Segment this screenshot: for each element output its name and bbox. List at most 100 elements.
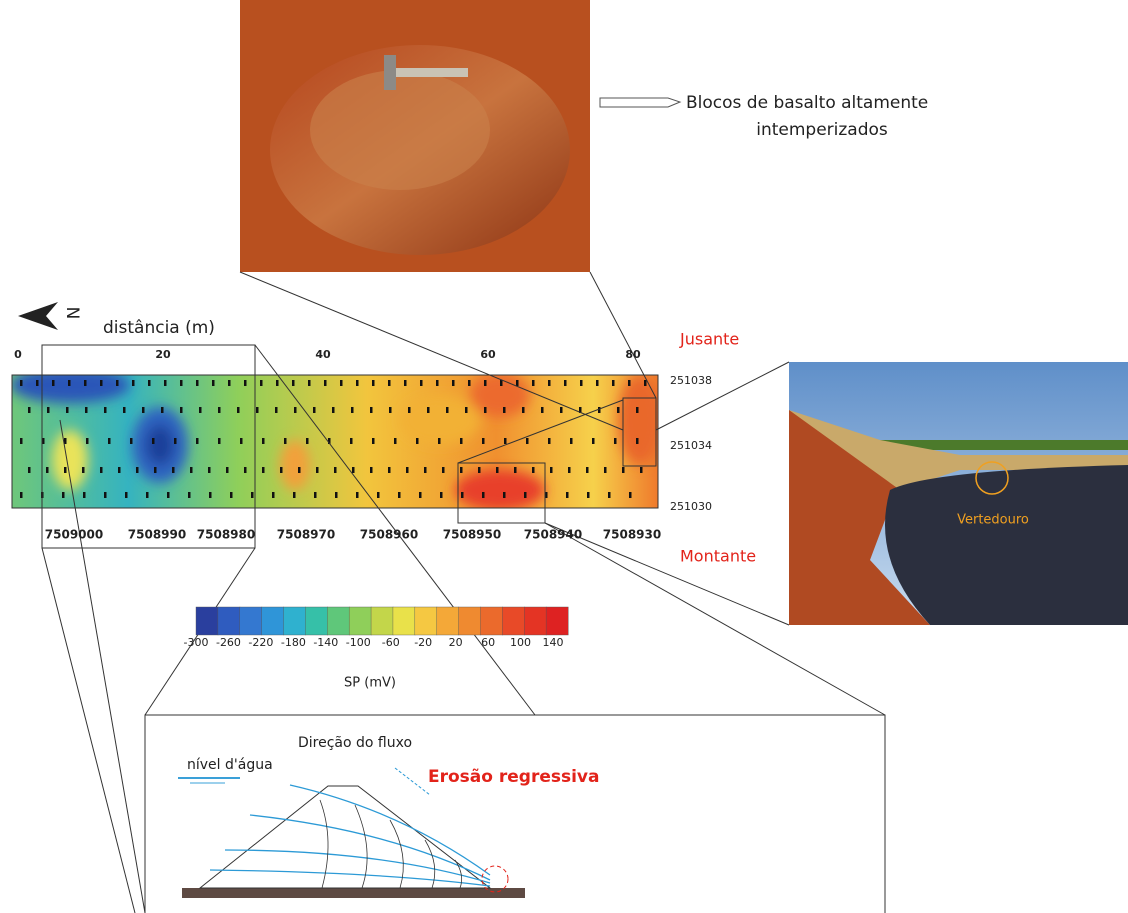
easting-tick: 7508990 <box>128 528 186 542</box>
sample-point <box>516 380 519 386</box>
sample-point <box>496 467 499 473</box>
sample-point <box>579 407 582 413</box>
sample-point <box>332 407 335 413</box>
sample-point <box>406 467 409 473</box>
sample-point <box>298 467 301 473</box>
map-frame <box>11 374 659 509</box>
north-arrow <box>18 302 58 330</box>
caption: intemperizados <box>756 120 888 140</box>
sample-point <box>629 492 632 498</box>
sample-point <box>86 438 89 444</box>
colorbar-tick: 100 <box>510 636 531 649</box>
sample-point <box>313 407 316 413</box>
sample-point <box>389 407 392 413</box>
sample-point <box>408 407 411 413</box>
sample-point <box>260 380 263 386</box>
sample-point <box>460 467 463 473</box>
sample-point <box>104 407 107 413</box>
water-level: nível d'água <box>187 757 273 773</box>
colorbar: -300 -260 -220 -180 -140 -100 -60 -20 20 60 100 140 <box>184 606 569 649</box>
colorbar-tick: -300 <box>184 636 209 649</box>
sample-point <box>398 492 401 498</box>
sample-point <box>64 438 67 444</box>
sample-point <box>28 407 31 413</box>
sample-point <box>566 492 569 498</box>
sample-point <box>622 467 625 473</box>
sample-point <box>438 438 441 444</box>
sample-point <box>306 438 309 444</box>
sample-point <box>251 492 254 498</box>
colorbar-segment <box>545 606 569 636</box>
sample-point <box>130 438 133 444</box>
sample-point <box>482 438 485 444</box>
sample-point <box>568 467 571 473</box>
sample-point <box>148 380 151 386</box>
colorbar-segment <box>458 606 481 636</box>
sample-point <box>47 407 50 413</box>
sample-point <box>172 467 175 473</box>
sample-point <box>419 492 422 498</box>
colorbar-tick: -140 <box>313 636 338 649</box>
sample-point <box>636 438 639 444</box>
sample-point <box>240 438 243 444</box>
sample-point <box>118 467 121 473</box>
distance-tick: 40 <box>315 348 331 361</box>
rock-photo <box>240 0 590 272</box>
sample-point <box>46 467 49 473</box>
sample-point <box>66 407 69 413</box>
sample-point <box>532 467 535 473</box>
sample-point <box>218 407 221 413</box>
sample-point <box>244 380 247 386</box>
sample-point <box>83 492 86 498</box>
sample-point <box>587 492 590 498</box>
sample-point <box>628 380 631 386</box>
sample-point <box>116 380 119 386</box>
sample-point <box>100 380 103 386</box>
sample-point <box>328 438 331 444</box>
sample-point <box>484 407 487 413</box>
sample-point <box>461 492 464 498</box>
sample-point <box>196 380 199 386</box>
colorbar-tick: -20 <box>414 636 432 649</box>
sample-point <box>614 438 617 444</box>
caption: Blocos de basalto altamente <box>686 93 928 113</box>
colorbar-tick: -60 <box>382 636 400 649</box>
sample-point <box>146 492 149 498</box>
sample-point <box>256 407 259 413</box>
colorbar-tick: -260 <box>216 636 241 649</box>
contour-map <box>12 375 658 508</box>
sample-point <box>356 380 359 386</box>
sample-point <box>20 492 23 498</box>
sample-point <box>212 380 215 386</box>
sample-point <box>465 407 468 413</box>
sample-point <box>440 492 443 498</box>
sample-point <box>351 407 354 413</box>
sample-point <box>82 467 85 473</box>
sample-point <box>416 438 419 444</box>
sample-point <box>596 380 599 386</box>
sample-point <box>123 407 126 413</box>
sample-point <box>452 380 455 386</box>
sample-point <box>154 467 157 473</box>
sample-point <box>84 380 87 386</box>
colorbar-segment <box>195 606 219 636</box>
arrow <box>599 97 682 108</box>
sample-point <box>612 380 615 386</box>
sample-point <box>503 407 506 413</box>
sample-point <box>580 380 583 386</box>
upstream-label: Montante <box>680 547 756 566</box>
colorbar-tick: 140 <box>543 636 564 649</box>
sample-point <box>272 492 275 498</box>
sample-point <box>132 380 135 386</box>
inset-frames <box>41 271 886 913</box>
colorbar-segment <box>283 606 306 636</box>
sample-point <box>161 407 164 413</box>
sample-point <box>190 467 193 473</box>
sample-point <box>482 492 485 498</box>
sample-point <box>142 407 145 413</box>
sample-point <box>548 438 551 444</box>
colorbar-segment <box>217 606 241 636</box>
axis-title: distância (m) <box>103 318 215 338</box>
sample-point <box>237 407 240 413</box>
sample-point <box>352 467 355 473</box>
